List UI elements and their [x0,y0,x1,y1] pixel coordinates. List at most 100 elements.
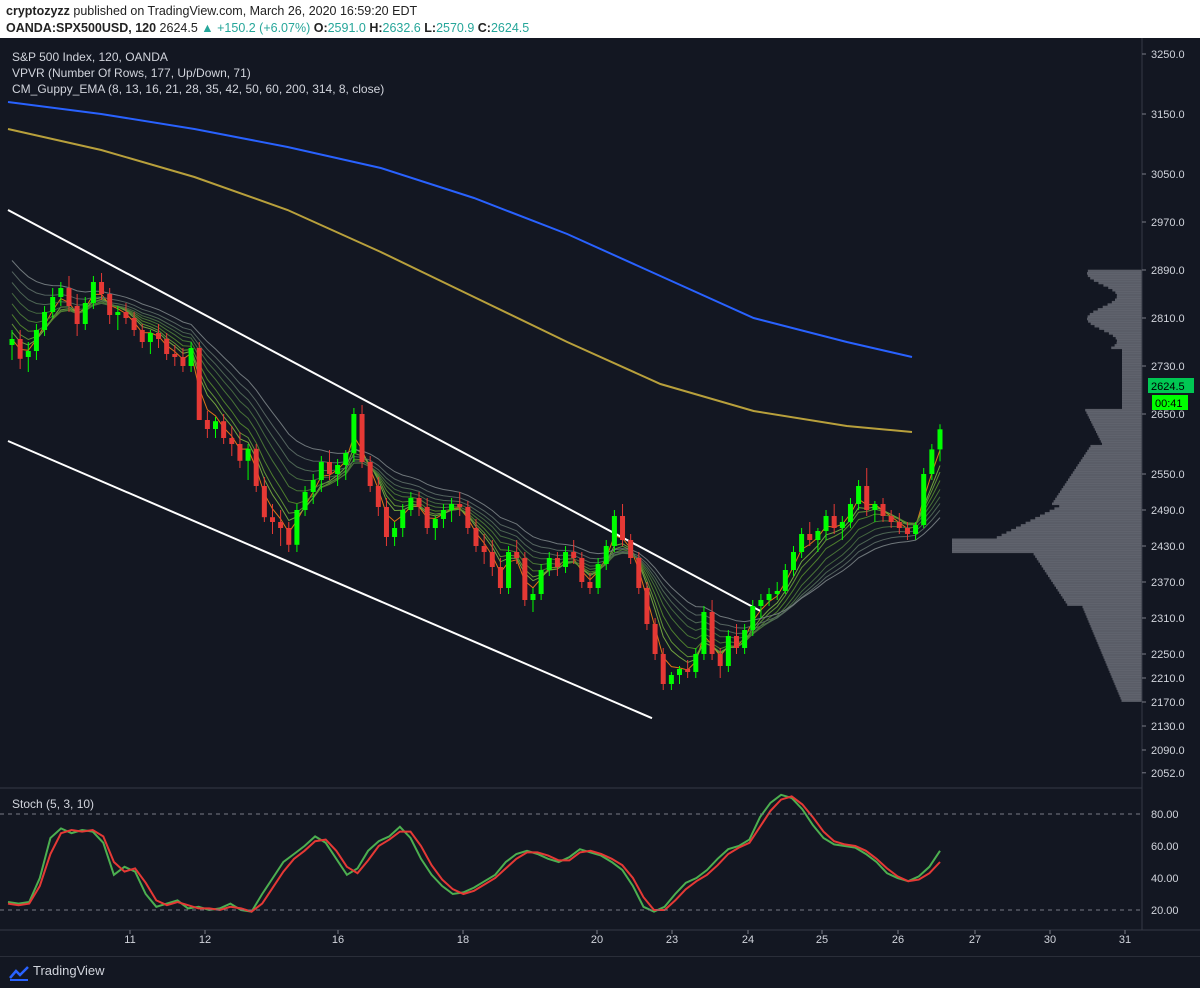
vpvr-bar [1122,372,1142,376]
chart-background [0,38,1200,956]
vpvr-bar [1111,300,1142,304]
vpvr-bar [1056,495,1142,498]
candle-body [66,288,72,306]
candle-body [204,420,210,429]
price-tick-label: 2310.0 [1151,613,1185,625]
price-tick-label: 2890.0 [1151,265,1185,277]
vpvr-bar [1122,365,1142,369]
vpvr-bar [1082,456,1142,460]
vpvr-bar [1122,392,1142,395]
candle-body [913,525,919,534]
vpvr-bar [1084,610,1142,614]
high-label: H: [369,21,383,35]
vpvr-bar [1122,356,1142,359]
candle-body [473,528,479,546]
candle-body [611,516,617,546]
time-tick-label: 18 [457,934,469,946]
vpvr-bar [1102,442,1142,446]
candle-body [563,552,569,567]
candle-body [677,669,683,675]
candle-body [99,282,105,294]
guppy-ema-ribbon [11,260,941,671]
vpvr-bar [1087,269,1142,273]
time-tick-label: 26 [892,934,904,946]
time-axis[interactable]: 11 12 16 18 20 23 24 25 26 27 30 31 [124,930,1131,946]
candle-body [847,504,853,522]
channel-upper-line [7,209,761,612]
vpvr-bar [1080,459,1142,462]
candle-body [725,636,731,666]
vpvr-bar [1088,320,1142,323]
vpvr-bar [1088,447,1142,450]
vpvr-bar [1060,490,1142,494]
vpvr-bar [1093,279,1142,282]
candle-body [196,348,202,420]
candle-body [172,354,178,357]
vpvr-bar [1052,502,1142,506]
time-tick-label: 20 [591,934,603,946]
vpvr-bar [1109,670,1142,674]
vpvr-bar [1097,308,1142,311]
ema-200-line [7,128,913,433]
close-value: 2624.5 [490,21,530,35]
vpvr-bar [1043,567,1142,570]
publish-line: cryptozyzz published on TradingView.com,… [6,2,417,20]
vpvr-bar [1107,665,1142,669]
candle-body [33,330,39,351]
vpvr-bar [1111,346,1142,350]
vpvr-bar [1093,425,1142,429]
vpvr-bar [1011,528,1142,532]
candlesticks [9,273,943,690]
vpvr-bar [1062,596,1142,599]
vpvr-bar [1006,531,1142,534]
vpvr-bar [1113,680,1142,683]
vpvr-bar [1040,514,1142,518]
vpvr-bar [1112,288,1142,292]
candle-body [530,594,536,600]
candle-body [139,330,145,342]
candle-body [383,507,389,537]
vpvr-bar [1099,646,1142,650]
vpvr-bar [1052,581,1142,585]
vpvr-bar [1119,694,1142,698]
vpvr-bar [1122,387,1142,390]
long-emas [7,101,913,433]
candle-body [294,510,300,545]
guppy-ema-line [11,292,941,639]
vpvr-bar [1059,504,1142,508]
candle-body [506,552,512,588]
author-name[interactable]: cryptozyzz [6,4,70,18]
publish-header: cryptozyzz published on TradingView.com,… [0,0,1200,38]
candle-body [50,297,56,312]
vpvr-bar [996,536,1142,539]
footer-bar: TradingView [0,956,1200,988]
vpvr-bar [1117,689,1142,693]
vpvr-bar [1089,312,1142,316]
candle-body [921,474,927,525]
tradingview-logo-icon[interactable] [8,964,30,982]
candle-body [25,351,31,357]
candle-body [164,339,170,354]
candle-body [400,510,406,528]
trend-channel[interactable] [7,209,761,720]
vpvr-bar [1103,284,1142,287]
vpvr-bar [952,545,1142,549]
candle-body [571,552,577,558]
vpvr-bar [1087,274,1142,278]
volume-profile [952,269,1142,702]
last-price-tag [1148,378,1194,393]
vpvr-bar [1030,519,1142,522]
vpvr-bar [1089,622,1142,626]
tradingview-brand[interactable]: TradingView [33,963,105,978]
candle-body [685,669,691,672]
chart-canvas[interactable]: 3250.03150.03050.02970.02890.02810.02730… [0,38,1200,956]
price-tick-label: 2490.0 [1151,505,1185,517]
candle-body [774,591,780,594]
time-tick-label: 11 [124,934,135,946]
vpvr-bar [1116,296,1142,299]
vpvr-bar [1116,341,1142,345]
vpvr-bar [1092,629,1142,633]
vpvr-bar [1105,660,1142,664]
price-axis[interactable]: 3250.0 3150.0 3050.0 2970.0 2890.0 2810.0 2730… [0,38,1200,931]
candle-body [147,333,153,342]
